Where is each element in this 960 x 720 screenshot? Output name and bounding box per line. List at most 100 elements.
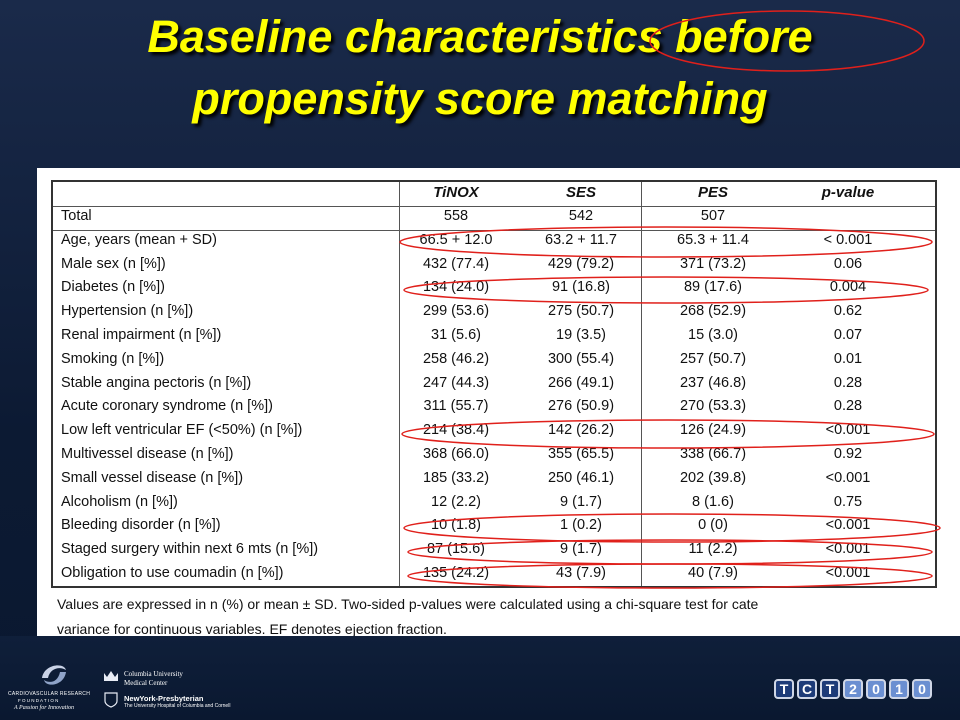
table-cell: 214 (38.4) <box>422 422 490 439</box>
table-cell: 429 (79.2) <box>547 255 615 272</box>
table-header-4: p-value <box>821 184 875 201</box>
table-cell: 250 (46.1) <box>547 469 615 486</box>
tct-logo-letter: T <box>774 679 794 699</box>
table-header-2: SES <box>565 184 596 201</box>
table-footnote-line1: Values are expressed in n (%) or mean ± … <box>57 596 759 612</box>
table-cell: 0.06 <box>833 255 863 272</box>
table-cell: 135 (24.2) <box>422 565 490 581</box>
table-row-label: Renal impairment (n [%]) <box>61 327 222 343</box>
table-cell: 134 (24.0) <box>422 279 490 296</box>
table-column-divider <box>641 182 642 586</box>
table-row-label: Obligation to use coumadin (n [%]) <box>61 565 284 581</box>
tct-logo-letter: T <box>820 679 840 699</box>
table-cell: 31 (5.6) <box>431 327 481 343</box>
table-cell: 19 (3.5) <box>556 327 606 343</box>
table-row-label: Stable angina pectoris (n [%]) <box>61 374 252 391</box>
table-row-label: Small vessel disease (n [%]) <box>61 469 244 486</box>
table-cell: 276 (50.9) <box>547 398 615 415</box>
table-cell: 12 (2.2) <box>431 493 481 510</box>
table-cell: 368 (66.0) <box>422 446 490 462</box>
table-cell: 142 (26.2) <box>547 422 615 439</box>
columbia-medical-center: Medical Center <box>124 679 168 687</box>
table-row-label: Multivessel disease (n [%]) <box>61 446 234 462</box>
table-row-label: Low left ventricular EF (<50%) (n [%]) <box>61 422 303 439</box>
table-cell: <0.001 <box>825 565 871 581</box>
baseline-table: TiNOX SES PES p-value Total 558 542 507 Age, yea… <box>51 180 937 588</box>
table-header-3: PES <box>697 184 728 201</box>
table-cell: 507 <box>700 208 726 224</box>
table-row-label: Alcoholism (n [%]) <box>61 493 178 510</box>
slide-title-line2: propensity score matching <box>192 73 768 124</box>
crf-name: CARDIOVASCULAR RESEARCH <box>8 691 91 697</box>
table-row-label: Bleeding disorder (n [%]) <box>61 517 221 534</box>
table-cell: 91 (16.8) <box>551 279 611 296</box>
table-cell: 0.07 <box>833 327 863 343</box>
table-cell: 0.75 <box>833 493 863 510</box>
table-cell: 338 (66.7) <box>679 446 747 462</box>
table-row-label: Male sex (n [%]) <box>61 255 166 272</box>
crown-icon <box>104 671 118 681</box>
crf-swirl-icon <box>42 665 66 685</box>
table-row-label: Diabetes (n [%]) <box>61 279 165 296</box>
table-cell: 89 (17.6) <box>683 279 743 296</box>
table-cell: 258 (46.2) <box>422 350 490 367</box>
footer-bar: CARDIOVASCULAR RESEARCH F O U N D A T I … <box>0 636 960 720</box>
table-cell: 0.004 <box>829 279 867 296</box>
crf-tagline: A Passion for Innovation <box>14 705 75 711</box>
nyp-name: NewYork-Presbyterian <box>124 694 204 703</box>
table-column-divider <box>399 182 400 586</box>
table-cell: 65.3 + 11.4 <box>677 231 749 248</box>
table-cell: 11 (2.2) <box>688 541 738 558</box>
table-cell: 0.62 <box>833 303 863 320</box>
table-cell: 15 (3.0) <box>688 327 738 343</box>
table-cell: 126 (24.9) <box>679 422 747 439</box>
table-cell: 10 (1.8) <box>431 517 481 534</box>
table-cell: 66.5 + 12.0 <box>419 231 493 248</box>
table-cell: 275 (50.7) <box>547 303 615 320</box>
table-cell: 268 (52.9) <box>679 303 747 320</box>
table-cell: 299 (53.6) <box>422 303 490 320</box>
table-cell: 0.28 <box>833 374 863 391</box>
table-row-label: Total <box>61 208 92 224</box>
table-row-label: Staged surgery within next 6 mts (n [%]) <box>61 541 319 558</box>
table-cell: 542 <box>568 208 594 224</box>
table-cell: 63.2 + 11.7 <box>545 231 617 248</box>
table-cell: <0.001 <box>825 517 871 534</box>
table-cell: 87 (15.6) <box>426 541 486 558</box>
columbia-name: Columbia University <box>124 670 183 678</box>
table-cell: 0.01 <box>833 350 863 367</box>
tct-logo-letter: 0 <box>866 679 886 699</box>
table-cell: 43 (7.9) <box>556 565 606 581</box>
table-row-label: Smoking (n [%]) <box>61 350 165 367</box>
table-cell: 0 (0) <box>698 517 728 534</box>
table-cell: 40 (7.9) <box>688 565 738 581</box>
table-cell: 9 (1.7) <box>560 541 602 558</box>
table-cell: 247 (44.3) <box>422 374 490 391</box>
slide-title: Baseline characteristics before propensi… <box>0 6 960 130</box>
table-cell: 371 (73.2) <box>679 255 747 272</box>
table-cell: < 0.001 <box>823 231 873 248</box>
table-cell: 266 (49.1) <box>547 374 615 391</box>
table-row-label: Age, years (mean + SD) <box>61 231 217 248</box>
table-cell: 311 (55.7) <box>423 398 489 415</box>
table-cell: <0.001 <box>825 469 871 486</box>
nyp-shield-icon <box>104 692 118 708</box>
crf-foundation: F O U N D A T I O N <box>18 698 59 703</box>
table-cell: 355 (65.5) <box>547 446 615 462</box>
table-cell: 202 (39.8) <box>679 469 747 486</box>
tct-logo-letter: C <box>797 679 817 699</box>
table-footnote-line2: variance for continuous variables. EF de… <box>57 621 447 636</box>
table-cell: 300 (55.4) <box>547 350 615 367</box>
scanned-table-image: TiNOX SES PES p-value Total 558 542 507 Age, yea… <box>37 168 960 636</box>
table-cell: 270 (53.3) <box>679 398 747 415</box>
table-row-label: Hypertension (n [%]) <box>61 303 194 320</box>
table-row-divider <box>53 206 935 207</box>
table-cell: 257 (50.7) <box>679 350 747 367</box>
table-cell: 8 (1.6) <box>692 493 734 510</box>
nyp-subtitle: The University Hospital of Columbia and … <box>124 703 231 709</box>
table-cell: 0.92 <box>833 446 863 462</box>
table-cell: 1 (0.2) <box>560 517 602 534</box>
table-row-label: Acute coronary syndrome (n [%]) <box>61 398 273 415</box>
table-cell: <0.001 <box>825 541 871 558</box>
